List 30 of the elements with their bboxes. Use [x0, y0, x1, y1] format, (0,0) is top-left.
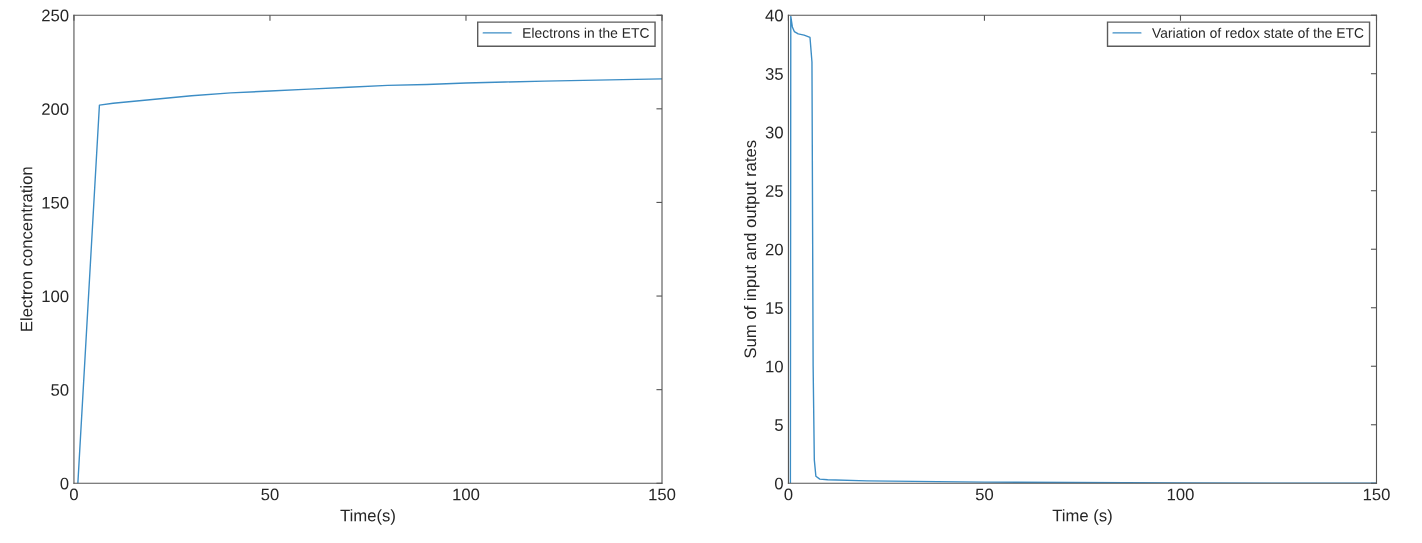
- y-tick-label: 25: [765, 185, 783, 197]
- y-tick-label: 100: [42, 290, 69, 303]
- y-tick-label: 20: [765, 243, 783, 256]
- y-tick-label: 50: [51, 384, 69, 396]
- y-tick-label: 35: [765, 68, 783, 80]
- x-tick-label: 0: [784, 488, 793, 501]
- x-tick-label: 0: [69, 488, 78, 501]
- x-tick-label: 50: [261, 488, 279, 501]
- x-tick-label: 100: [453, 488, 480, 501]
- legend-label: Electrons in the ETC: [523, 27, 649, 38]
- y-tick-label: 10: [766, 360, 783, 373]
- y-tick-label: 0: [60, 477, 69, 490]
- y-axis-title: Electron concentration: [20, 167, 33, 331]
- legend-label: Variation of redox state of the ETC: [1152, 27, 1364, 38]
- y-tick-label: 250: [42, 9, 69, 22]
- x-tick-label: 150: [1363, 488, 1390, 501]
- y-tick-label: 200: [42, 103, 69, 116]
- y-axis-title: Sum of input and output rates: [743, 140, 760, 358]
- y-tick-label: 5: [774, 419, 783, 431]
- y-tick-label: 30: [765, 126, 783, 139]
- x-axis-title: Time(s): [340, 509, 395, 525]
- line-series: [77, 78, 662, 484]
- x-tick-label: 100: [1167, 488, 1194, 501]
- x-axis-title: Time (s): [1052, 509, 1112, 525]
- x-tick-label: 150: [649, 488, 676, 501]
- y-tick-label: 0: [774, 477, 783, 490]
- x-tick-label: 50: [975, 488, 994, 501]
- y-tick-label: 150: [42, 196, 69, 209]
- y-tick-label: 15: [766, 302, 783, 314]
- y-tick-label: 40: [765, 9, 783, 22]
